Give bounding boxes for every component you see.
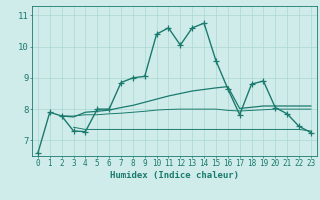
X-axis label: Humidex (Indice chaleur): Humidex (Indice chaleur): [110, 171, 239, 180]
